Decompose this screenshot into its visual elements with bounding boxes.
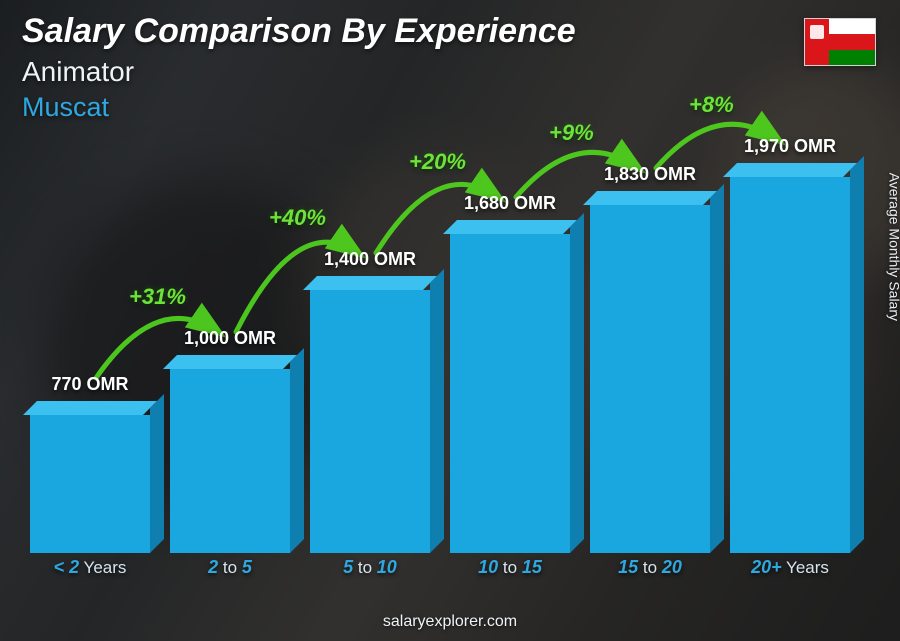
bar-value-label: 1,680 OMR [464,193,556,214]
bar-value-label: 1,400 OMR [324,249,416,270]
bar: 1,830 OMR [590,164,710,553]
x-axis-label: 20+ Years [730,557,850,585]
chart-title: Salary Comparison By Experience [22,12,576,51]
bar-value-label: 1,970 OMR [744,136,836,157]
bar-value-label: 1,000 OMR [184,328,276,349]
bar: 1,680 OMR [450,193,570,553]
bars-container: 770 OMR 1,000 OMR 1,400 OMR 1,680 OMR 1,830 … [20,140,860,553]
bar-3d [170,355,290,553]
infographic-stage: Salary Comparison By Experience Animator… [0,0,900,641]
bar-3d [450,220,570,553]
y-axis-label: Average Monthly Salary [886,172,900,320]
bar-3d [310,276,430,553]
chart-subtitle-location: Muscat [22,92,109,123]
bar-3d [30,401,150,553]
bar: 1,970 OMR [730,136,850,553]
bar: 1,400 OMR [310,249,430,553]
bar: 770 OMR [30,374,150,553]
oman-flag-icon [804,18,876,66]
x-axis-label: 15 to 20 [590,557,710,585]
bar-chart: 770 OMR 1,000 OMR 1,400 OMR 1,680 OMR 1,830 … [20,140,860,585]
attribution-text: salaryexplorer.com [0,613,900,631]
bar-value-label: 770 OMR [51,374,128,395]
bar-3d [590,191,710,553]
bar-value-label: 1,830 OMR [604,164,696,185]
x-axis-label: 2 to 5 [170,557,290,585]
x-axis-label: 10 to 15 [450,557,570,585]
x-axis-labels: < 2 Years 2 to 5 5 to 10 10 to 15 15 to 20 20… [20,557,860,585]
x-axis-label: < 2 Years [30,557,150,585]
bar-3d [730,163,850,553]
x-axis-label: 5 to 10 [310,557,430,585]
bar: 1,000 OMR [170,328,290,553]
chart-subtitle-role: Animator [22,56,134,88]
